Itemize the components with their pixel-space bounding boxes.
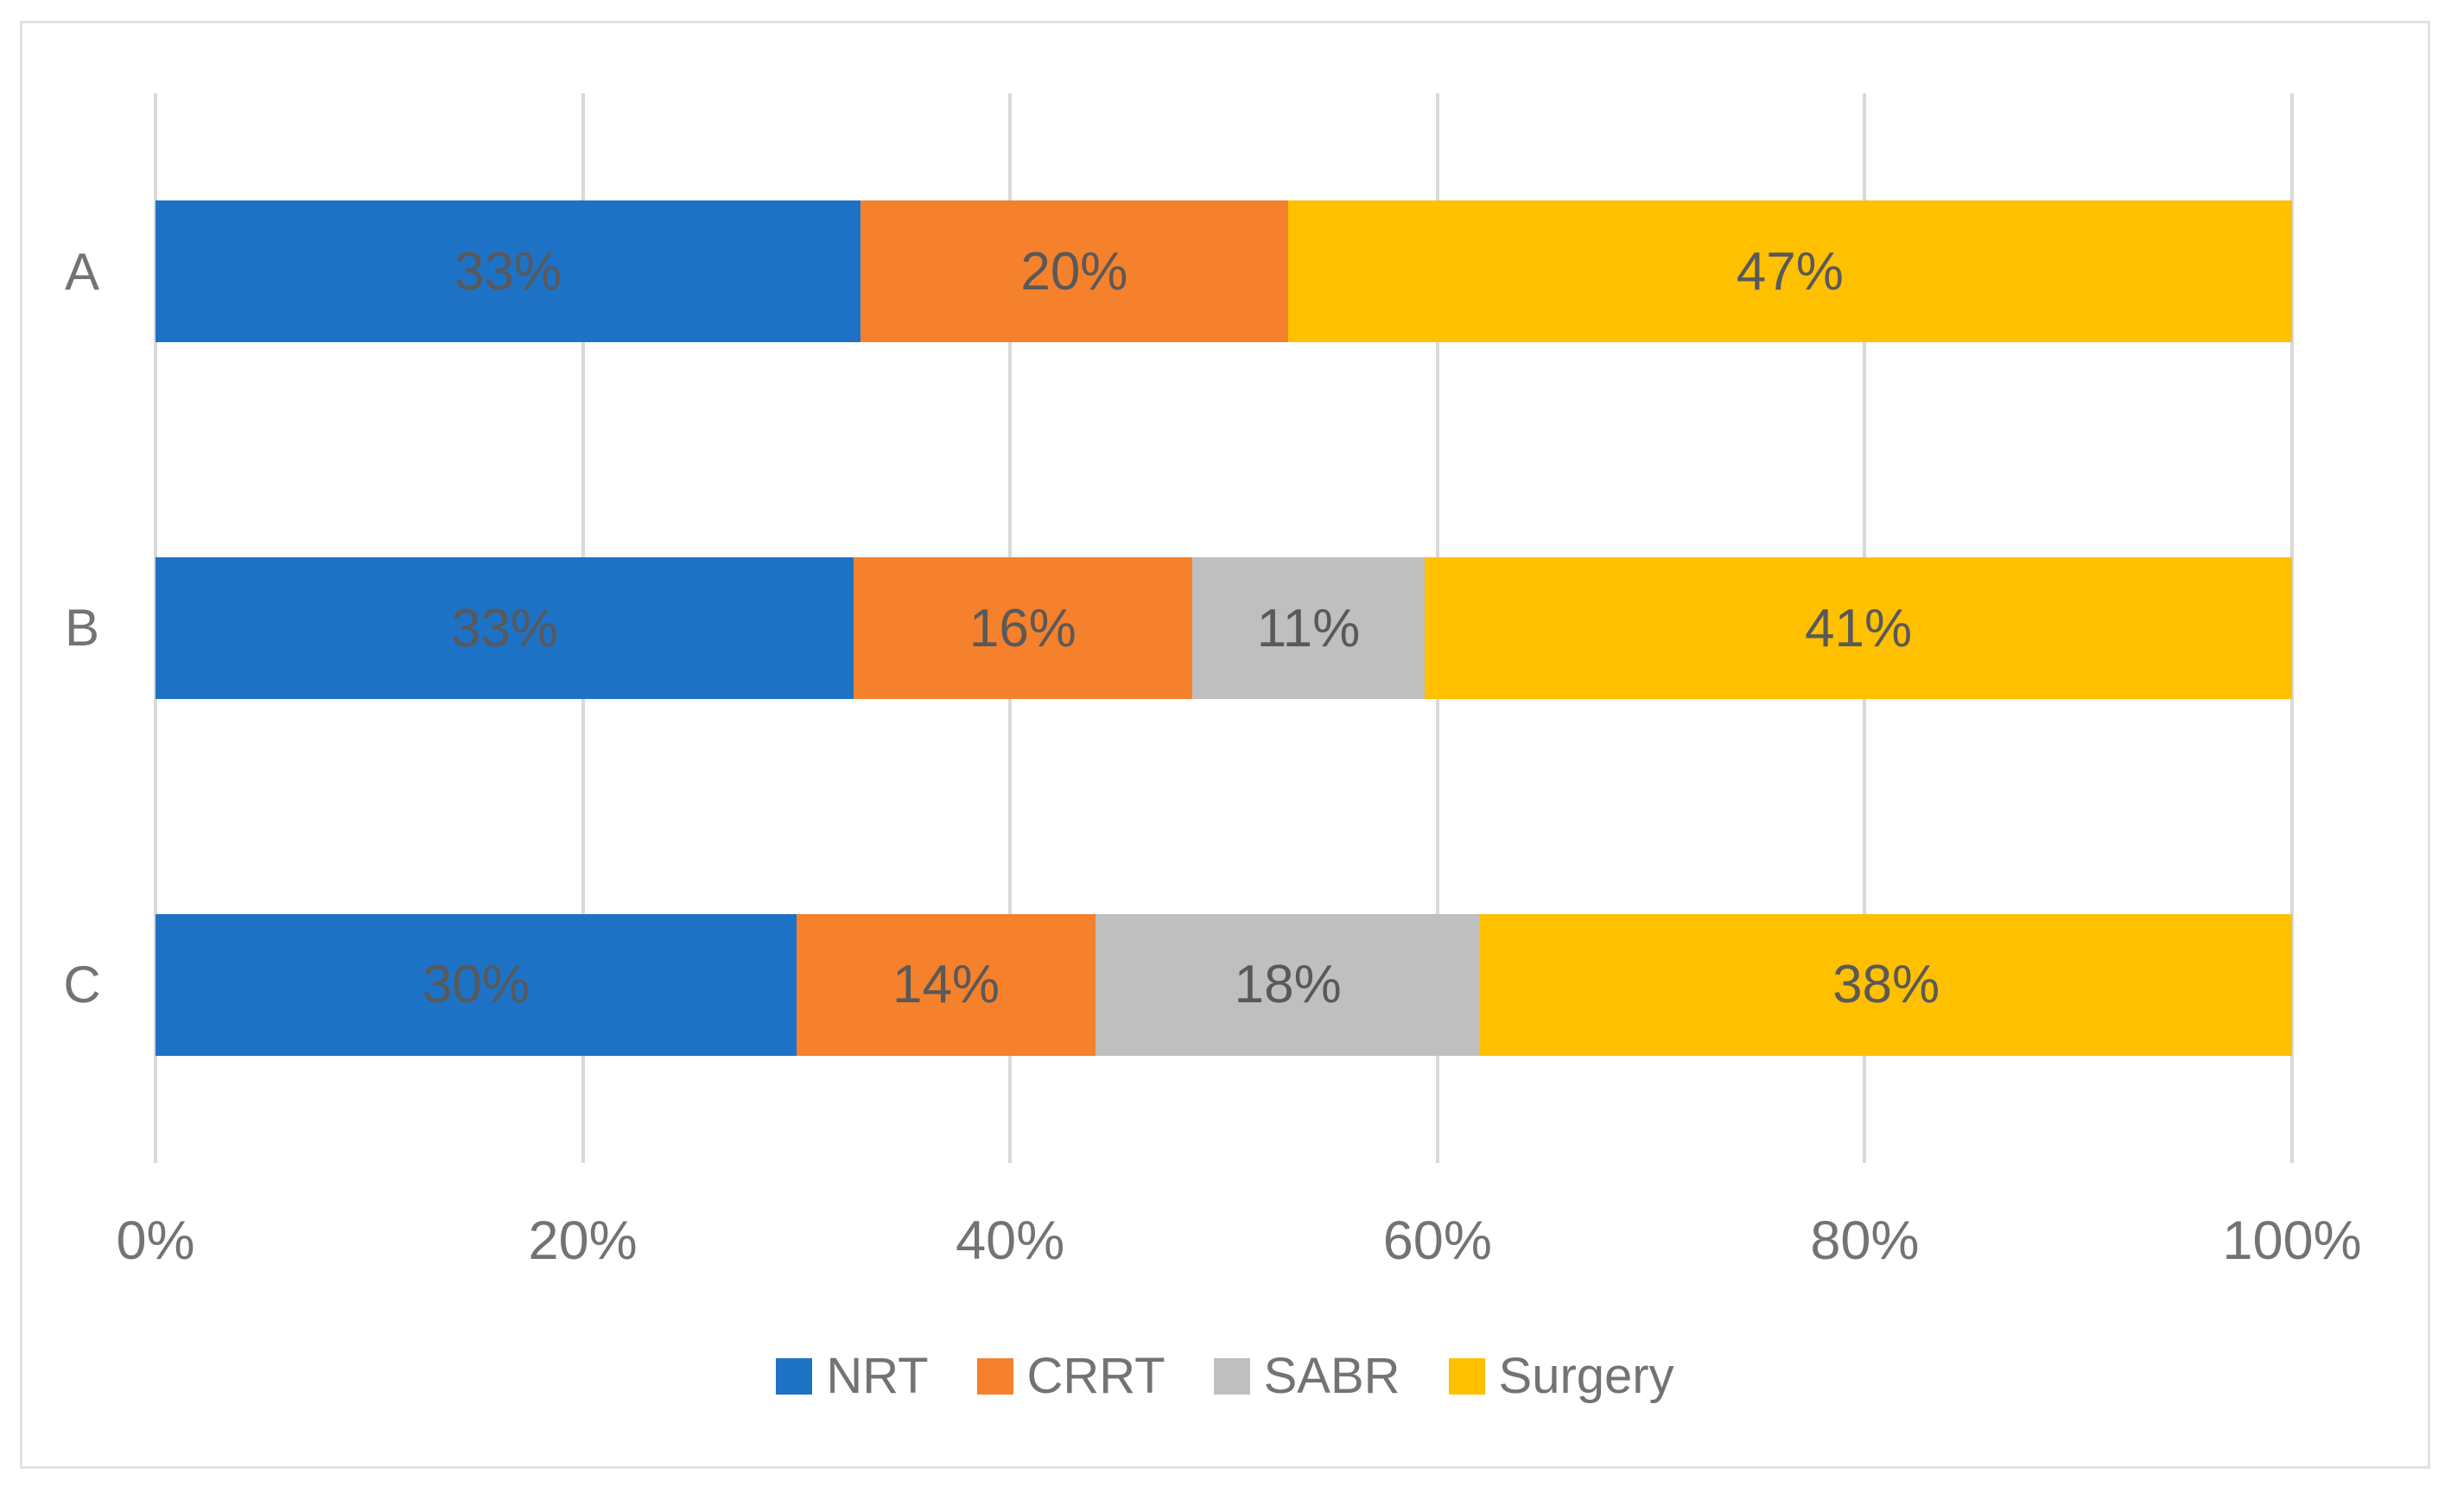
legend-label-nrt: NRT: [826, 1348, 929, 1404]
legend-item-sabr: SABR: [1213, 1347, 1400, 1405]
bar-segment-c-crrt: 14%: [796, 913, 1096, 1056]
segment-value-label: 41%: [1805, 598, 1913, 658]
legend-swatch-crrt-icon: [976, 1357, 1013, 1395]
legend-label-surgery: Surgery: [1498, 1348, 1674, 1404]
bar-segment-c-surgery: 38%: [1480, 913, 2292, 1056]
x-tick-label-100-: 100%: [2222, 1211, 2362, 1271]
category-label-b: B: [64, 599, 100, 658]
segment-value-label: 47%: [1736, 241, 1844, 302]
segment-value-label: 20%: [1020, 241, 1128, 302]
bar-segment-a-nrt: 33%: [156, 200, 861, 343]
bar-row-b: 33% 16% 11% 41%: [156, 557, 2293, 699]
bar-segment-a-surgery: 47%: [1287, 200, 2292, 343]
bar-segment-b-sabr: 11%: [1191, 557, 1426, 699]
segment-value-label: 38%: [1832, 955, 1940, 1015]
bar-segment-b-surgery: 41%: [1425, 557, 2293, 699]
legend-swatch-nrt-icon: [776, 1357, 813, 1395]
bar-segment-c-sabr: 18%: [1095, 913, 1481, 1056]
x-tick-label-80-: 80%: [1810, 1211, 1920, 1271]
segment-value-label: 30%: [422, 955, 530, 1015]
bar-segment-c-nrt: 30%: [156, 913, 797, 1056]
segment-value-label: 18%: [1234, 955, 1342, 1015]
legend-item-crrt: CRRT: [976, 1347, 1165, 1405]
segment-value-label: 11%: [1256, 598, 1361, 658]
category-label-a: A: [64, 242, 100, 301]
bar-segment-a-crrt: 20%: [860, 200, 1288, 343]
bar-row-a: 33% 20% 47%: [156, 200, 2292, 343]
legend-label-sabr: SABR: [1263, 1348, 1400, 1404]
segment-value-label: 14%: [892, 955, 1000, 1015]
x-tick-label-60-: 60%: [1382, 1211, 1492, 1271]
segment-value-label: 16%: [968, 598, 1076, 658]
legend-swatch-sabr-icon: [1213, 1357, 1250, 1395]
x-tick-label-0-: 0%: [116, 1211, 195, 1271]
bar-row-c: 30% 14% 18% 38%: [156, 913, 2292, 1056]
bar-segment-b-nrt: 33%: [156, 557, 854, 699]
legend-item-nrt: NRT: [776, 1347, 929, 1405]
segment-value-label: 33%: [454, 241, 562, 302]
x-tick-label-40-: 40%: [956, 1211, 1065, 1271]
legend-swatch-surgery-icon: [1448, 1357, 1485, 1395]
x-tick-label-20-: 20%: [528, 1211, 638, 1271]
category-label-c: C: [63, 956, 101, 1014]
legend: NRT CRRT SABR Surgery: [20, 1335, 2430, 1417]
segment-value-label: 33%: [450, 598, 559, 658]
legend-label-crrt: CRRT: [1026, 1348, 1165, 1404]
legend-item-surgery: Surgery: [1448, 1347, 1674, 1405]
bar-segment-b-crrt: 16%: [854, 557, 1192, 699]
